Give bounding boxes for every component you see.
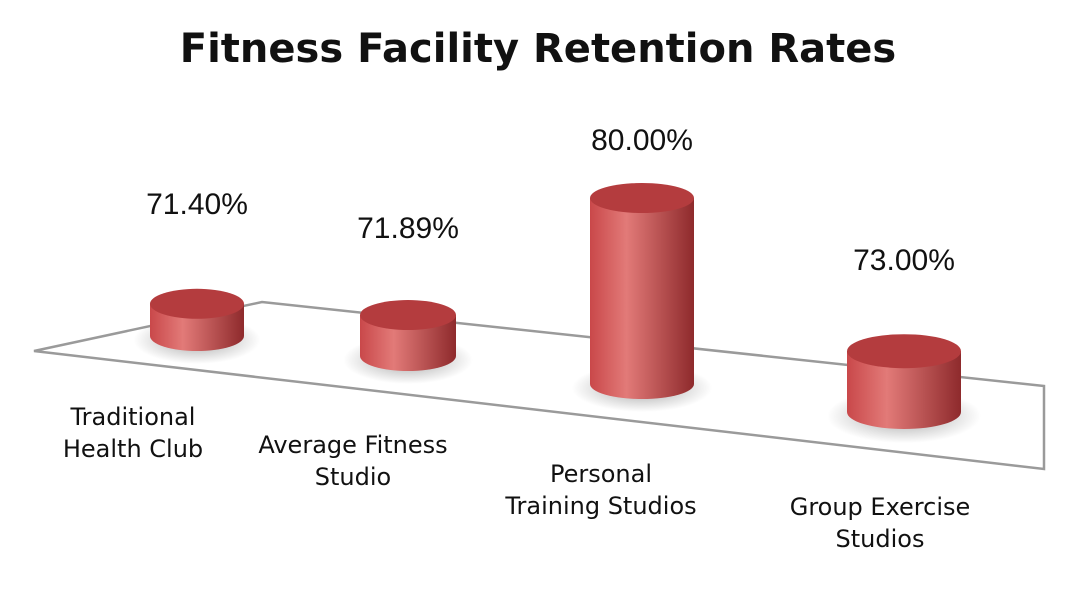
category-label-1: Traditional Health Club [63,403,203,463]
value-label-1: 71.40% [146,188,248,221]
category-label-2: Average Fitness Studio [258,431,447,491]
chart-title: Fitness Facility Retention Rates [180,26,896,72]
bar-top [590,183,694,213]
value-label-2: 71.89% [357,212,459,245]
bar-top [847,334,961,368]
bar-top [360,300,456,330]
bar-3 [572,183,712,412]
value-label-3: 80.00% [591,124,693,157]
category-label-4: Group Exercise Studios [790,493,971,553]
bars-group: 71.40% 71.89% 80.00% 73.00% [134,124,981,443]
value-label-4: 73.00% [853,244,955,277]
bar-body [590,198,694,399]
bar-2 [343,300,473,384]
bar-1 [134,289,261,364]
bar-top [150,289,244,319]
category-label-3: Personal Training Studios [504,460,696,520]
bar-4 [827,334,981,443]
